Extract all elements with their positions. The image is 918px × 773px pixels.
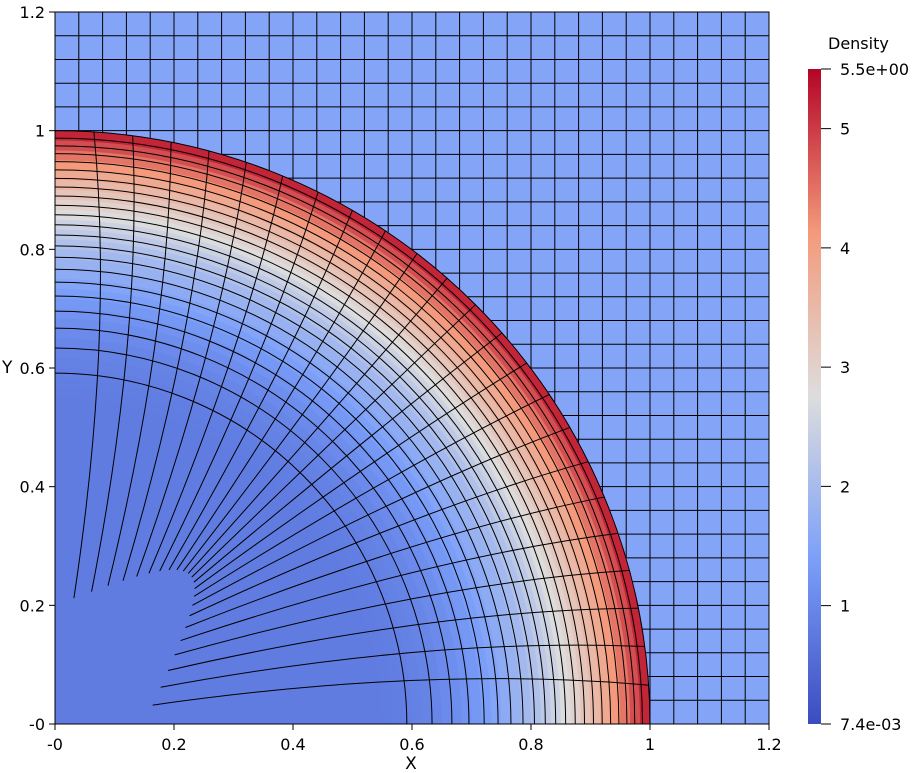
y-tick-label: 1 — [35, 122, 45, 141]
mesh-line — [55, 347, 433, 724]
mesh-line — [159, 191, 319, 572]
x-tick-label: -0 — [47, 735, 63, 754]
mesh-line — [174, 569, 630, 656]
density-field — [55, 130, 650, 724]
mesh-line — [168, 209, 353, 571]
mesh-line — [182, 252, 418, 572]
mesh-line — [55, 177, 603, 724]
mesh-line — [148, 175, 284, 574]
mesh-line — [91, 135, 135, 592]
y-tick-label: 0.4 — [20, 478, 45, 497]
x-axis: -0 0.2 0.4 0.6 0.8 1 1.2 — [47, 724, 782, 754]
colorbar-title: Density — [828, 34, 889, 53]
y-tick-label: 0.6 — [20, 359, 45, 378]
mesh-line — [194, 362, 528, 589]
mesh-line — [191, 304, 477, 578]
x-tick-label: 0.6 — [399, 735, 424, 754]
mesh-line — [193, 393, 550, 597]
mesh-line — [55, 372, 408, 724]
y-axis-title: Y — [1, 358, 13, 378]
colorbar-tick-label: 3 — [840, 358, 850, 377]
colorbar-tick-label: 7.4e-03 — [840, 715, 901, 734]
mesh-line — [185, 496, 605, 628]
x-tick-label: 0.2 — [161, 735, 186, 754]
colorbar-tick-label: 4 — [840, 239, 850, 258]
mesh-line — [122, 150, 210, 581]
mesh-line — [55, 186, 594, 724]
colorbar-tick-label: 5 — [840, 120, 850, 139]
x-tick-label: 0.8 — [518, 735, 543, 754]
mesh-line — [152, 678, 649, 706]
mesh-line — [55, 204, 576, 724]
mesh-line — [160, 644, 645, 688]
colorbar-tick-label: 1 — [840, 597, 850, 616]
x-tick-label: 1.2 — [756, 735, 781, 754]
plot-area — [55, 12, 769, 724]
mesh-line — [167, 607, 639, 671]
mesh-line — [73, 131, 101, 599]
colorbar-ticks: 5.5e+00 1 2 3 4 5 7.4e-03 — [821, 60, 909, 734]
mesh-line — [180, 532, 619, 642]
x-tick-label: 0.4 — [280, 735, 305, 754]
mesh-line — [55, 268, 512, 724]
colorbar-gradient — [808, 69, 821, 724]
y-tick-label: 0.2 — [20, 596, 45, 615]
mesh-line — [55, 327, 453, 724]
mesh-line — [55, 214, 567, 724]
mesh-line — [136, 162, 247, 577]
y-tick-label: -0 — [29, 715, 45, 734]
colorbar-tick-label: 5.5e+00 — [840, 60, 909, 79]
mesh-line — [55, 245, 535, 724]
mesh-line — [192, 426, 571, 606]
mesh-line — [55, 281, 499, 724]
mesh-line — [55, 195, 586, 724]
colorbar-tick-label: 2 — [840, 477, 850, 496]
x-axis-title: X — [405, 754, 417, 773]
y-tick-label: 0.8 — [20, 240, 45, 259]
y-axis: -0 0.2 0.4 0.6 0.8 1 1.2 — [20, 3, 55, 734]
mesh-line — [189, 461, 589, 617]
mesh-line — [107, 142, 172, 586]
mesh-line — [55, 295, 485, 724]
mesh-lines — [55, 12, 769, 724]
mesh-line — [176, 230, 387, 571]
mesh-line — [55, 224, 557, 724]
y-tick-label: 1.2 — [20, 3, 45, 22]
mesh-line — [187, 277, 448, 574]
mesh-line — [55, 310, 470, 724]
colorbar: Density 5.5e+00 1 2 3 4 5 7.4e-03 — [808, 34, 909, 734]
mesh-line — [193, 332, 503, 583]
x-tick-label: 1 — [645, 735, 655, 754]
density-band — [55, 714, 65, 724]
mesh-line — [55, 234, 546, 724]
